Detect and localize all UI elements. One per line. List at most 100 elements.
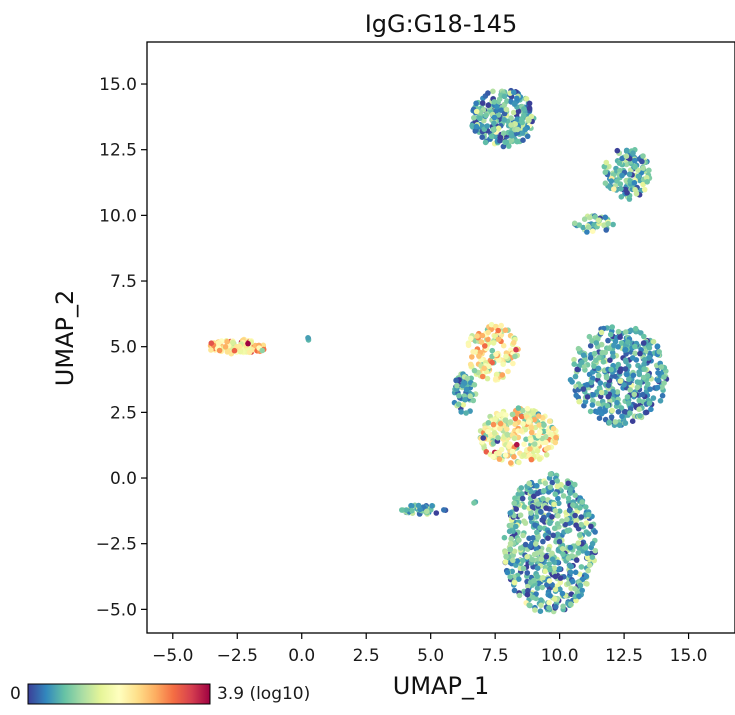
- data-point: [471, 382, 478, 388]
- data-point: [495, 112, 502, 118]
- data-point: [522, 520, 529, 526]
- data-point: [551, 596, 558, 602]
- data-point: [548, 431, 554, 438]
- data-point: [570, 578, 576, 585]
- data-point: [546, 605, 552, 611]
- data-point: [534, 482, 540, 489]
- data-point: [478, 339, 485, 345]
- data-point: [585, 224, 592, 230]
- data-point: [429, 503, 435, 509]
- data-point: [634, 384, 641, 391]
- data-point: [485, 420, 492, 426]
- data-point: [527, 543, 533, 549]
- data-point: [637, 350, 643, 357]
- data-point: [520, 407, 526, 414]
- data-point: [541, 422, 547, 428]
- data-point: [543, 505, 549, 511]
- data-point: [464, 375, 471, 382]
- data-point: [569, 379, 575, 385]
- data-point: [628, 327, 634, 334]
- data-point: [551, 525, 558, 532]
- data-point: [502, 327, 509, 334]
- data-point: [611, 186, 617, 192]
- data-point: [511, 101, 518, 107]
- data-point: [645, 381, 651, 387]
- data-point: [528, 456, 535, 463]
- data-point: [482, 343, 488, 349]
- data-point: [647, 386, 653, 393]
- data-point: [474, 333, 481, 339]
- data-point: [634, 379, 641, 385]
- data-point: [504, 98, 510, 104]
- data-point: [518, 545, 524, 551]
- data-point: [543, 553, 550, 560]
- data-point: [562, 521, 569, 528]
- data-point: [575, 550, 582, 556]
- data-point: [547, 484, 554, 491]
- data-point: [621, 382, 627, 388]
- data-point: [531, 551, 538, 558]
- data-point: [490, 421, 497, 428]
- data-point: [519, 491, 525, 497]
- data-point: [490, 440, 497, 447]
- data-point: [637, 413, 643, 419]
- data-point: [554, 478, 560, 484]
- data-point: [623, 148, 630, 154]
- data-point: [504, 426, 510, 432]
- data-point: [589, 228, 596, 234]
- data-point: [502, 417, 509, 424]
- x-tick-label: 0.0: [288, 646, 315, 666]
- data-point: [473, 100, 479, 107]
- data-point: [485, 428, 491, 435]
- data-point: [503, 553, 509, 560]
- data-point: [522, 541, 529, 548]
- data-point: [574, 366, 580, 373]
- data-point: [579, 587, 585, 594]
- y-tick-label: 2.5: [110, 403, 137, 423]
- data-point: [524, 554, 530, 560]
- data-point: [433, 510, 440, 516]
- data-point: [632, 343, 638, 350]
- data-point: [521, 112, 527, 119]
- data-point: [609, 349, 616, 356]
- data-point: [559, 590, 566, 597]
- data-point: [551, 565, 558, 571]
- data-point: [590, 398, 596, 404]
- colorbar: [27, 683, 211, 705]
- data-point: [547, 566, 553, 573]
- data-point: [606, 419, 613, 426]
- data-point: [607, 331, 614, 338]
- data-point: [612, 419, 619, 425]
- data-point: [648, 406, 654, 413]
- data-point: [501, 117, 508, 123]
- x-tick-label: −5.0: [152, 646, 193, 666]
- data-point: [231, 347, 238, 354]
- data-point: [525, 419, 532, 425]
- data-point: [483, 112, 489, 119]
- data-point: [569, 553, 575, 559]
- data-point: [624, 394, 631, 400]
- data-point: [643, 409, 650, 416]
- data-point: [588, 523, 594, 530]
- data-point: [547, 520, 553, 527]
- data-point: [552, 508, 559, 514]
- data-point: [552, 573, 559, 580]
- data-point: [593, 357, 599, 364]
- data-point: [618, 194, 625, 200]
- data-point: [595, 217, 602, 224]
- data-point: [531, 441, 538, 447]
- data-point: [491, 114, 498, 121]
- data-point: [495, 336, 502, 343]
- data-point: [622, 420, 629, 426]
- y-tick-label: −5.0: [96, 600, 137, 620]
- data-point: [627, 178, 633, 184]
- data-point: [553, 604, 559, 610]
- data-point: [581, 216, 588, 222]
- data-point: [481, 365, 488, 372]
- data-point: [424, 508, 430, 515]
- data-point: [542, 568, 548, 575]
- data-point: [602, 180, 609, 186]
- data-point: [632, 350, 638, 357]
- data-point: [586, 333, 593, 340]
- x-tick-label: 12.5: [605, 646, 643, 666]
